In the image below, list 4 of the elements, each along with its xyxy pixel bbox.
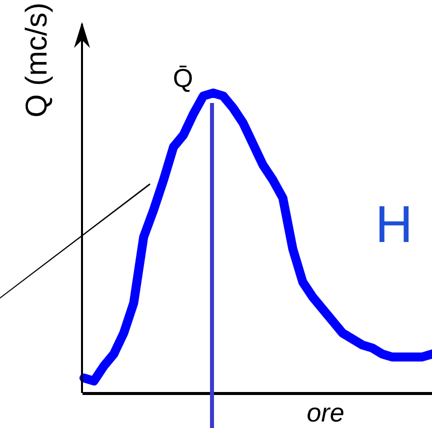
y-axis-title: Q (mc/s) [20, 2, 54, 118]
annotation: H [375, 196, 413, 254]
annotation: Q̄ [172, 63, 194, 93]
x-axis-title: ore [306, 398, 344, 428]
